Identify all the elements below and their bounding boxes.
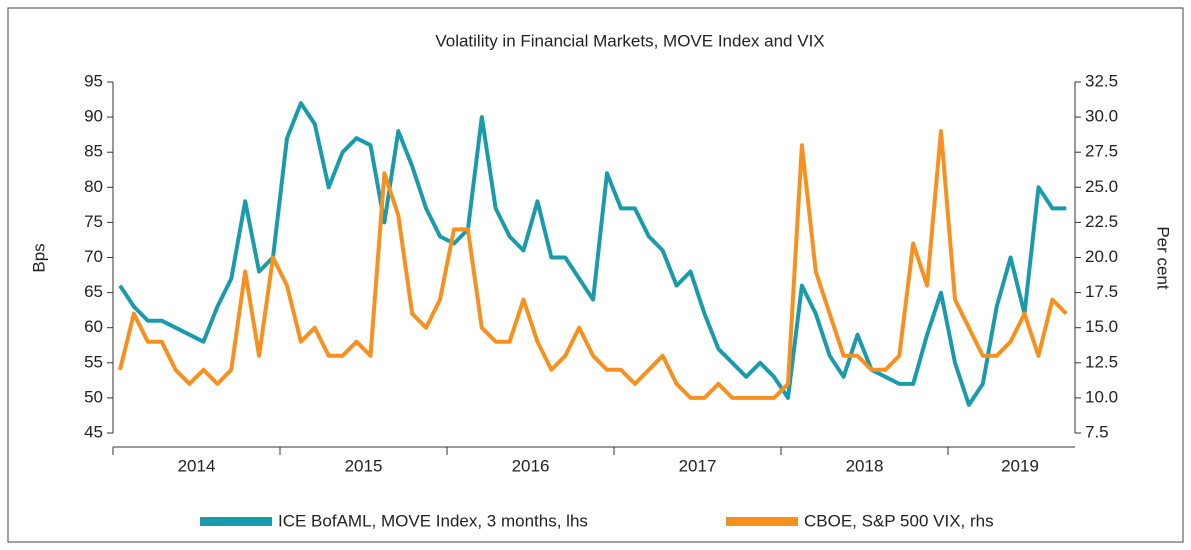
y-tick-label: 80: [84, 177, 103, 196]
y-tick-label: 90: [84, 107, 103, 126]
frame: [7, 7, 1184, 543]
y-axis-label: Bps: [29, 243, 48, 272]
y-tick-label: 75: [84, 212, 103, 231]
y-tick-label: 85: [84, 142, 103, 161]
y2-tick-label: 17.5: [1085, 282, 1118, 301]
y2-tick-label: 22.5: [1085, 212, 1118, 231]
y-tick-label: 55: [84, 352, 103, 371]
legend-swatch: [200, 517, 272, 526]
chart-title: Volatility in Financial Markets, MOVE In…: [435, 31, 824, 50]
x-tick-label: 2015: [345, 456, 383, 475]
legend-label: ICE BofAML, MOVE Index, 3 months, lhs: [278, 511, 588, 530]
x-tick-label: 2018: [846, 456, 884, 475]
y-tick-label: 70: [84, 247, 103, 266]
series-line: [118, 129, 1068, 400]
y-tick-label: 60: [84, 317, 103, 336]
y2-tick-label: 12.5: [1085, 352, 1118, 371]
y2-axis-label: Per cent: [1154, 226, 1173, 290]
legend-label: CBOE, S&P 500 VIX, rhs: [804, 511, 994, 530]
series-line: [118, 101, 1067, 407]
y-tick-label: 45: [84, 422, 103, 441]
y-tick-label: 95: [84, 71, 103, 90]
y-tick-label: 50: [84, 387, 103, 406]
y2-tick-label: 27.5: [1085, 142, 1118, 161]
x-tick-label: 2017: [679, 456, 717, 475]
y2-tick-label: 10.0: [1085, 387, 1118, 406]
x-tick-label: 2014: [178, 456, 216, 475]
x-tick-label: 2019: [1001, 456, 1039, 475]
x-tick-label: 2016: [512, 456, 550, 475]
y2-tick-label: 32.5: [1085, 71, 1118, 90]
y2-tick-label: 20.0: [1085, 247, 1118, 266]
y2-tick-label: 30.0: [1085, 107, 1118, 126]
y2-tick-label: 7.5: [1085, 422, 1109, 441]
legend-swatch: [726, 517, 798, 526]
y-tick-label: 65: [84, 282, 103, 301]
y2-tick-label: 15.0: [1085, 317, 1118, 336]
y2-tick-label: 25.0: [1085, 177, 1118, 196]
